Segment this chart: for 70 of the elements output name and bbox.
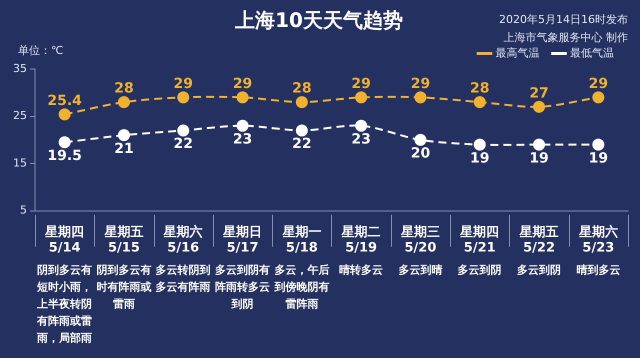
point (533, 100, 546, 113)
point (533, 138, 546, 151)
x-tick-label: 星期五 5/22 (518, 224, 559, 256)
data-label: 19 (529, 150, 549, 166)
point (177, 124, 190, 136)
text: 多云到阴 (517, 264, 562, 277)
point (414, 91, 426, 104)
x-tick-label: 星期五 5/15 (103, 224, 144, 256)
legend-label: 最高气温 (496, 46, 540, 60)
point (296, 124, 308, 136)
data-label: 19 (470, 150, 490, 166)
text: 2020年5月14日16时发布 (499, 12, 628, 26)
point (474, 138, 486, 151)
point (355, 91, 368, 104)
point (177, 91, 190, 104)
text: 晴到多云 (576, 264, 620, 277)
text: 晴转多云 (339, 264, 384, 277)
data-label: 29 (351, 76, 371, 92)
text: 多云到阴 (458, 264, 502, 277)
text: 多云，午后到傍晚阴有雷阵雨 (273, 264, 330, 311)
point (118, 96, 130, 108)
text: 多云转阴到多云有阵雨 (156, 264, 211, 294)
text: 多云到晴 (398, 264, 442, 277)
chart-title: 上海10天天气趋势 (234, 8, 403, 32)
data-label: 22 (174, 136, 193, 152)
x-tick-label: 星期四 5/14 (44, 224, 84, 256)
data-label: 23 (351, 131, 371, 148)
x-tick-label: 星期一 5/18 (281, 224, 322, 256)
data-label: 29 (174, 76, 193, 92)
point (474, 96, 486, 108)
point (296, 96, 308, 108)
legend-label: 最低气温 (570, 46, 614, 60)
data-label: 20 (410, 146, 430, 162)
y-tick-label: 25 (12, 109, 27, 122)
data-label: 22 (292, 136, 312, 152)
x-tick-label: 星期六 5/16 (162, 224, 203, 256)
data-label: 29 (410, 76, 430, 92)
point (592, 91, 604, 104)
point (118, 129, 130, 142)
data-label: 29 (232, 76, 252, 92)
data-label: 29 (588, 76, 608, 92)
point (414, 134, 426, 146)
point (236, 120, 249, 132)
data-label: 28 (470, 80, 490, 97)
x-tick-label: 星期六 5/23 (578, 224, 618, 256)
data-label: 23 (232, 131, 252, 148)
data-label: 28 (292, 80, 312, 97)
x-tick-label: 星期三 5/20 (400, 224, 440, 256)
text: 上海市气象服务中心 制作 (504, 30, 628, 44)
text: 阴到多云有时有阵雨或雷雨 (96, 264, 152, 311)
data-label: 19 (588, 150, 608, 166)
point (592, 138, 604, 151)
x-tick-label: 星期日 5/17 (222, 224, 262, 256)
x-tick-label: 星期二 5/19 (340, 224, 381, 256)
x-tick-label: 星期四 5/21 (459, 224, 500, 256)
point (236, 91, 249, 104)
data-label: 19.5 (47, 148, 82, 164)
y-axis-title: 单位：℃ (18, 44, 64, 57)
text: 阴到多云有短时小雨，上半夜转阴有阵雨或雷雨，局部雨 (36, 264, 92, 345)
point (58, 136, 71, 148)
y-tick-label: 15 (12, 156, 27, 170)
y-tick-label: 35 (12, 62, 27, 75)
data-label: 21 (114, 140, 134, 157)
y-tick-label: 5 (20, 204, 27, 217)
text: 多云到阴有阵雨转多云到阴 (215, 264, 270, 311)
point (355, 120, 368, 132)
data-label: 28 (114, 80, 134, 97)
data-label: 27 (529, 85, 549, 102)
point (58, 108, 71, 120)
data-label: 25.4 (47, 93, 82, 110)
